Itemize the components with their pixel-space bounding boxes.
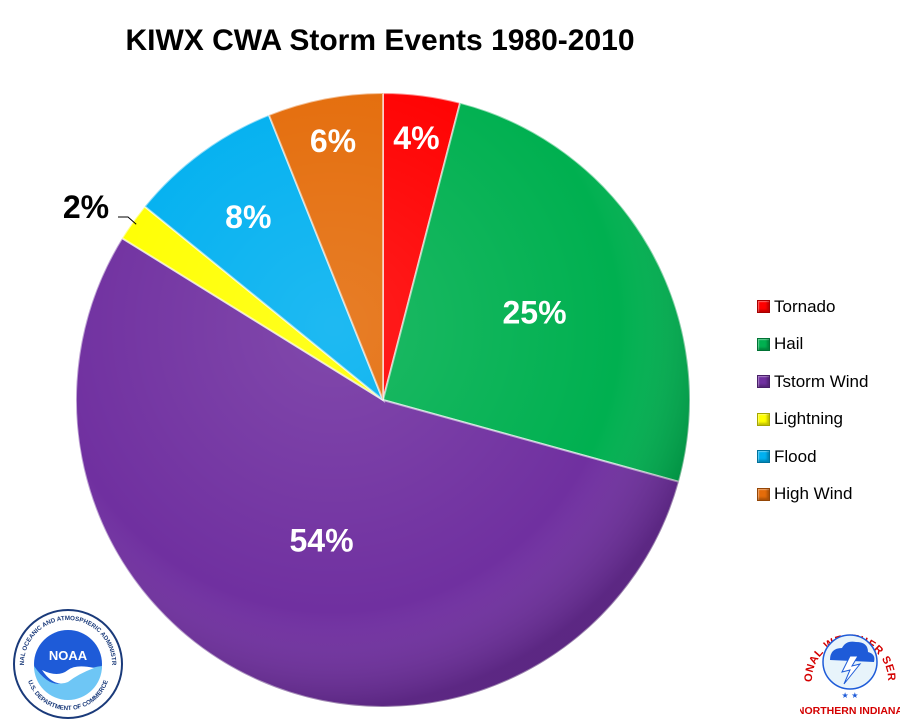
legend-label-tornado: Tornado: [774, 296, 836, 316]
nws-caption: NORTHERN INDIANA: [800, 705, 900, 717]
chart-title: KIWX CWA Storm Events 1980-2010: [125, 24, 635, 57]
nws-logo: NATIONAL WEATHER SERVICE ★ ★ NORTHERN IN…: [800, 608, 900, 717]
legend-swatch-lightning: [757, 412, 770, 426]
leader-line-lightning: [118, 216, 137, 225]
legend-label-flood: Flood: [774, 446, 817, 466]
data-label-flood: 8%: [225, 199, 271, 235]
legend-swatch-hail: [757, 337, 770, 351]
legend-swatch-high-wind: [757, 487, 770, 501]
legend-label-hail: Hail: [774, 334, 804, 354]
legend-label-lightning: Lightning: [774, 409, 844, 429]
legend-item-flood: Flood: [757, 438, 868, 476]
legend-swatch-flood: [757, 450, 770, 464]
legend-item-lightning: Lightning: [757, 401, 868, 439]
noaa-logo: NATIONAL OCEANIC AND ATMOSPHERIC ADMINIS…: [12, 608, 123, 719]
legend-item-tornado: Tornado: [757, 288, 868, 326]
legend-item-hail: Hail: [757, 326, 868, 364]
data-label-tstorm-wind: 54%: [289, 523, 353, 559]
legend-swatch-tornado: [757, 300, 770, 314]
legend: Tornado Hail Tstorm Wind Lightning Flood High…: [757, 288, 868, 513]
data-label-high-wind: 6%: [310, 123, 356, 159]
legend-label-high-wind: High Wind: [774, 484, 853, 504]
legend-item-high-wind: High Wind: [757, 476, 868, 514]
legend-label-tstorm-wind: Tstorm Wind: [774, 371, 869, 391]
data-label-lightning: 2%: [63, 189, 109, 225]
data-label-hail: 25%: [502, 295, 566, 331]
legend-swatch-tstorm-wind: [757, 375, 770, 389]
noaa-logo-label: NOAA: [49, 648, 88, 663]
svg-text:★ ★: ★ ★: [842, 691, 859, 700]
data-label-tornado: 4%: [393, 120, 439, 156]
legend-item-tstorm-wind: Tstorm Wind: [757, 363, 868, 401]
